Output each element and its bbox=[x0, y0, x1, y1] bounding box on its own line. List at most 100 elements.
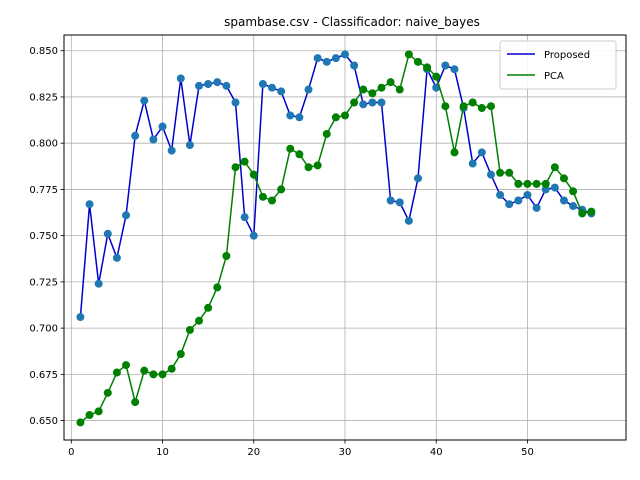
y-tick-label: 0.700 bbox=[29, 324, 58, 335]
data-point-proposed bbox=[368, 98, 377, 107]
data-point-pca bbox=[122, 361, 131, 370]
data-point-pca bbox=[149, 370, 158, 379]
y-tick-label: 0.775 bbox=[29, 185, 58, 196]
data-point-proposed bbox=[532, 203, 541, 212]
data-point-proposed bbox=[122, 211, 131, 220]
data-point-pca bbox=[76, 418, 85, 427]
x-tick-label: 30 bbox=[339, 447, 352, 458]
data-point-proposed bbox=[231, 98, 240, 107]
data-point-proposed bbox=[76, 313, 85, 322]
data-point-proposed bbox=[112, 253, 121, 262]
x-tick-label: 20 bbox=[247, 447, 260, 458]
data-point-pca bbox=[185, 325, 194, 334]
data-point-pca bbox=[222, 251, 231, 260]
data-point-proposed bbox=[103, 229, 112, 238]
data-point-pca bbox=[231, 163, 240, 172]
data-point-pca bbox=[103, 388, 112, 397]
data-point-pca bbox=[450, 148, 459, 157]
data-point-proposed bbox=[176, 74, 185, 83]
data-point-pca bbox=[359, 85, 368, 94]
data-point-pca bbox=[268, 196, 277, 205]
data-point-pca bbox=[195, 316, 204, 325]
data-point-proposed bbox=[468, 159, 477, 168]
data-point-pca bbox=[514, 179, 523, 188]
series-layer bbox=[76, 50, 596, 427]
chart-title: spambase.csv - Classificador: naive_baye… bbox=[224, 15, 480, 29]
data-point-proposed bbox=[514, 196, 523, 205]
data-point-pca bbox=[532, 179, 541, 188]
data-point-proposed bbox=[85, 200, 94, 209]
data-point-pca bbox=[140, 366, 149, 375]
data-point-pca bbox=[304, 163, 313, 172]
data-point-proposed bbox=[477, 148, 486, 157]
data-point-pca bbox=[286, 144, 295, 153]
data-point-pca bbox=[404, 50, 413, 59]
data-point-pca bbox=[331, 113, 340, 122]
data-point-proposed bbox=[413, 174, 422, 183]
data-point-proposed bbox=[496, 190, 505, 199]
data-point-proposed bbox=[94, 279, 103, 288]
data-point-pca bbox=[295, 150, 304, 159]
data-point-pca bbox=[258, 192, 267, 201]
data-point-pca bbox=[176, 350, 185, 359]
data-point-pca bbox=[432, 72, 441, 81]
data-point-pca bbox=[377, 83, 386, 92]
data-point-proposed bbox=[286, 111, 295, 120]
data-point-proposed bbox=[486, 170, 495, 179]
data-point-proposed bbox=[559, 196, 568, 205]
data-point-pca bbox=[167, 364, 176, 373]
data-point-proposed bbox=[222, 81, 231, 90]
data-point-proposed bbox=[350, 61, 359, 70]
data-point-proposed bbox=[569, 202, 578, 211]
data-point-proposed bbox=[404, 216, 413, 225]
data-point-proposed bbox=[268, 83, 277, 92]
series-proposed bbox=[76, 50, 596, 322]
data-point-pca bbox=[368, 89, 377, 98]
data-point-pca bbox=[94, 407, 103, 416]
y-tick-label: 0.650 bbox=[29, 416, 58, 427]
data-point-pca bbox=[459, 102, 468, 111]
data-point-pca bbox=[413, 57, 422, 66]
y-tick-label: 0.800 bbox=[29, 139, 58, 150]
data-point-pca bbox=[240, 157, 249, 166]
data-point-proposed bbox=[131, 131, 140, 140]
data-point-proposed bbox=[158, 122, 167, 131]
data-point-pca bbox=[496, 168, 505, 177]
data-point-proposed bbox=[505, 200, 514, 209]
data-point-pca bbox=[441, 102, 450, 111]
data-point-proposed bbox=[541, 185, 550, 194]
data-point-pca bbox=[131, 398, 140, 407]
data-point-pca bbox=[523, 179, 532, 188]
data-point-pca bbox=[505, 168, 514, 177]
data-point-proposed bbox=[523, 190, 532, 199]
data-point-pca bbox=[569, 187, 578, 196]
legend-label-proposed: Proposed bbox=[544, 50, 590, 61]
y-tick-label: 0.725 bbox=[29, 277, 58, 288]
data-point-pca bbox=[468, 98, 477, 107]
data-point-pca bbox=[477, 104, 486, 113]
data-point-pca bbox=[158, 370, 167, 379]
data-point-proposed bbox=[322, 57, 331, 66]
data-point-pca bbox=[322, 129, 331, 138]
data-point-pca bbox=[341, 111, 349, 120]
y-tick-label: 0.850 bbox=[29, 46, 58, 57]
data-point-proposed bbox=[167, 146, 176, 155]
data-point-pca bbox=[112, 368, 121, 377]
data-point-pca bbox=[486, 102, 495, 111]
data-point-pca bbox=[386, 78, 395, 87]
data-point-pca bbox=[550, 163, 559, 172]
data-point-proposed bbox=[204, 80, 213, 89]
data-point-proposed bbox=[432, 83, 441, 92]
y-tick-label: 0.675 bbox=[29, 370, 58, 381]
x-tick-label: 50 bbox=[521, 447, 534, 458]
data-point-proposed bbox=[550, 183, 559, 192]
x-tick-label: 0 bbox=[68, 447, 74, 458]
x-tick-label: 40 bbox=[430, 447, 443, 458]
data-point-pca bbox=[249, 170, 258, 179]
data-point-proposed bbox=[213, 78, 222, 87]
data-point-proposed bbox=[341, 50, 349, 59]
data-point-proposed bbox=[304, 85, 313, 94]
data-point-proposed bbox=[195, 81, 204, 90]
data-point-pca bbox=[587, 207, 596, 216]
